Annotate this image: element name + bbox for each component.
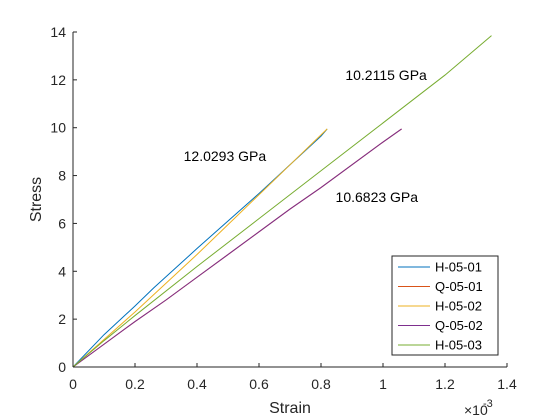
series-line-H-05-03: [72, 35, 492, 368]
x-tick-label: 1.4: [497, 376, 517, 392]
x-tick-label: 1: [379, 376, 387, 392]
x-exponent-base: ×10: [464, 402, 488, 418]
y-tick-label: 10: [50, 120, 66, 136]
series-layer: [72, 35, 492, 368]
y-tick-label: 8: [58, 168, 66, 184]
annotation-label: 10.6823 GPa: [336, 189, 419, 205]
x-axis-label: Strain: [269, 400, 311, 417]
legend-entry: H-05-01: [435, 260, 482, 275]
legend-entry: Q-05-02: [435, 318, 483, 333]
x-tick-label: 1.2: [435, 376, 455, 392]
x-tick-label: 0.2: [125, 376, 145, 392]
axes-layer: 0 0.2 0.4 0.6 0.8 1 1.2 1.4 0 2 4 6 8 10 12 14 Strain Str…: [28, 24, 517, 418]
y-tick-label: 14: [50, 24, 66, 40]
y-tick-label: 6: [58, 215, 66, 231]
annotation-label: 10.2115 GPa: [345, 67, 427, 83]
annotations-layer: 12.0293 GPa 10.2115 GPa 10.6823 GPa: [184, 67, 427, 205]
legend-entry: Q-05-01: [435, 279, 483, 294]
series-line-Q-05-02: [72, 128, 402, 368]
annotation-label: 12.0293 GPa: [184, 148, 267, 164]
y-axis-label: Stress: [28, 177, 45, 222]
legend-entry: H-05-03: [435, 338, 482, 353]
x-tick-label: 0.6: [249, 376, 269, 392]
y-tick-label: 4: [58, 263, 66, 279]
x-exponent-power: -3: [483, 398, 493, 410]
x-tick-label: 0: [69, 376, 77, 392]
y-tick-label: 2: [58, 311, 66, 327]
x-tick-label: 0.4: [187, 376, 207, 392]
legend-entry: H-05-02: [435, 299, 482, 314]
legend: H-05-01 Q-05-01 H-05-02 Q-05-02 H-05-03: [391, 255, 499, 356]
y-tick-label: 0: [58, 359, 66, 375]
y-tick-label: 12: [50, 72, 66, 88]
series-line-H-05-02: [72, 128, 328, 368]
x-tick-label: 0.8: [311, 376, 331, 392]
